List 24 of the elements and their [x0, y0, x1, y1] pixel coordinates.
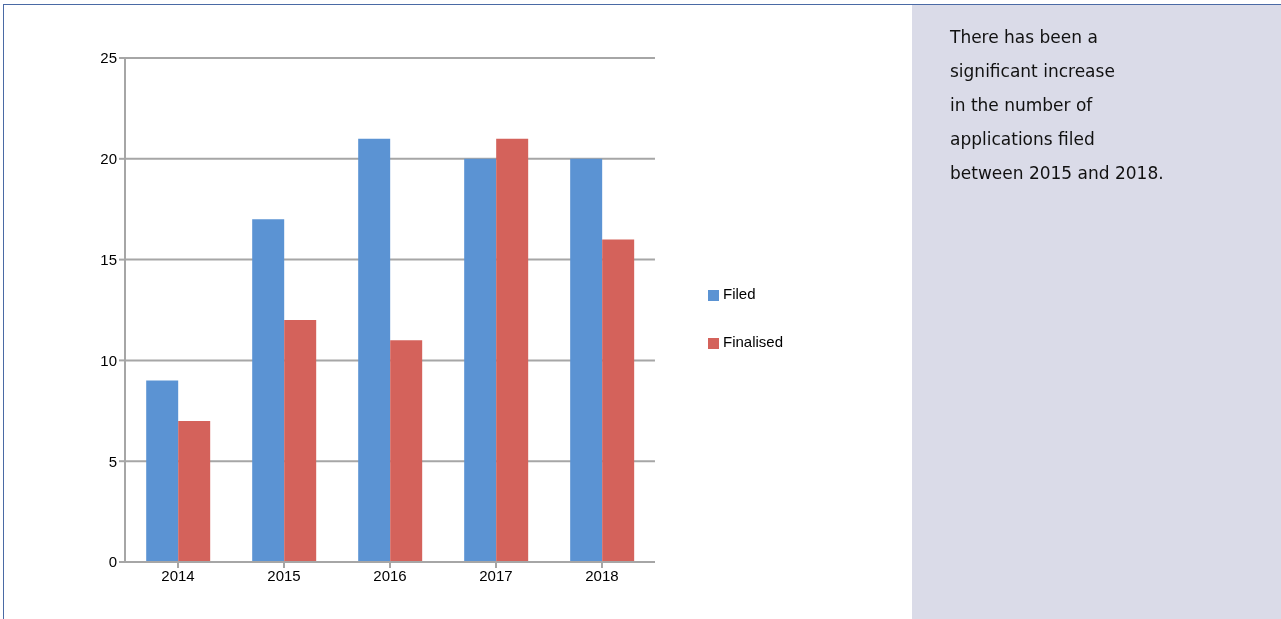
note-panel: There has been a significant increase in the number of applications filed between 2015 and 2018.	[912, 5, 1281, 619]
bar	[464, 158, 497, 562]
legend-label: Filed	[723, 285, 756, 302]
y-tick-label: 15	[100, 250, 117, 268]
bar	[602, 239, 635, 562]
bar	[284, 320, 317, 562]
x-tick-label: 2016	[373, 566, 407, 584]
bar	[390, 340, 423, 562]
y-tick-label: 10	[100, 351, 117, 369]
bar	[358, 138, 391, 562]
x-tick-label: 2015	[267, 566, 301, 584]
y-tick-label: 0	[108, 553, 117, 571]
x-tick-label: 2018	[585, 566, 619, 584]
bar	[146, 380, 179, 562]
legend-label: Finalised	[723, 333, 784, 350]
y-tick-label: 20	[100, 150, 117, 168]
y-tick-label: 5	[108, 452, 117, 470]
bar	[178, 420, 211, 562]
y-tick-label: 25	[100, 49, 117, 67]
bar	[252, 219, 285, 562]
bar	[570, 158, 603, 562]
x-tick-label: 2017	[479, 566, 513, 584]
bar	[496, 138, 529, 562]
x-tick-label: 2014	[161, 566, 195, 584]
